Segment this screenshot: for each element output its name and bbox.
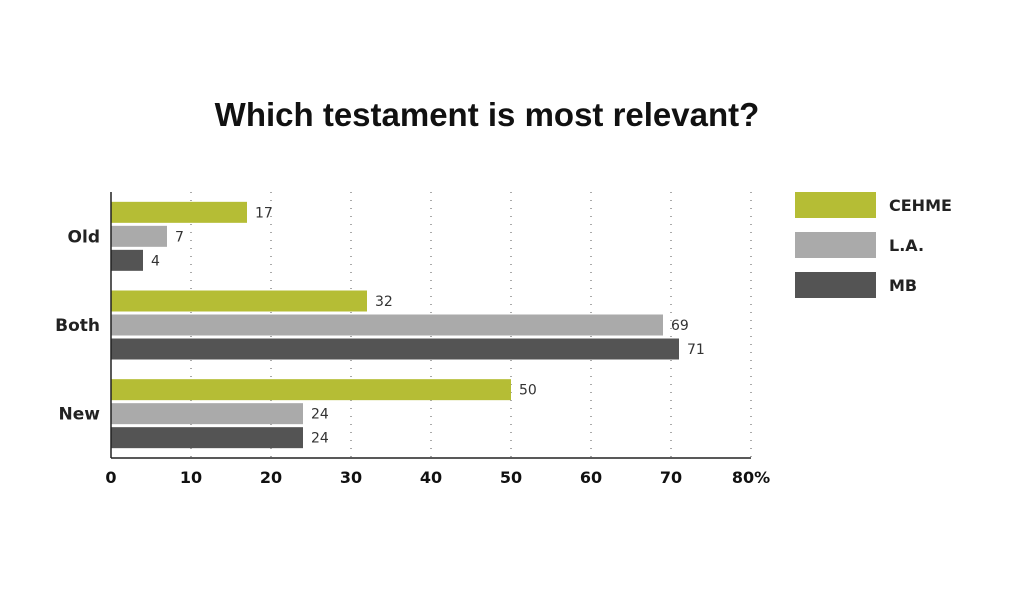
data-label: 32 [375, 294, 393, 310]
data-label: 69 [671, 318, 689, 334]
axes [110, 192, 751, 459]
x-tick-label: 40 [420, 468, 442, 487]
x-tick-label: 0 [105, 468, 116, 487]
x-tick-label: 70 [660, 468, 682, 487]
x-tick-label: 50 [500, 468, 522, 487]
data-label: 50 [519, 383, 537, 399]
x-tick-label: 60 [580, 468, 602, 487]
x-tick-label: 10 [180, 468, 202, 487]
x-tick-label: 80% [732, 468, 770, 487]
data-label: 71 [687, 342, 705, 358]
data-label: 24 [311, 431, 329, 447]
bar-old-cehme [111, 201, 247, 223]
bar-new-mb [111, 427, 303, 449]
x-ticks: 0 10 20 30 40 50 60 70 80% [105, 468, 770, 487]
legend-swatch [795, 232, 876, 258]
data-label: 7 [175, 229, 184, 245]
bar-both-cehme [111, 290, 367, 312]
legend-swatch [795, 192, 876, 218]
data-label: 24 [311, 407, 329, 423]
category-labels: Old Both New [55, 227, 100, 424]
legend: CEHME L.A. MB [795, 192, 952, 298]
category-label: Old [68, 227, 100, 247]
x-tick-label: 20 [260, 468, 282, 487]
bar-old-la [111, 225, 167, 247]
category-label: New [59, 405, 101, 425]
bar-both-la [111, 314, 663, 336]
legend-label: L.A. [889, 236, 924, 255]
legend-swatch [795, 272, 876, 298]
data-label: 17 [255, 205, 273, 221]
bar-old-mb [111, 249, 143, 271]
bar-new-la [111, 403, 303, 425]
bar-both-mb [111, 338, 679, 360]
chart-title: Which testament is most relevant? [214, 96, 760, 133]
legend-label: CEHME [889, 196, 952, 215]
legend-label: MB [889, 276, 917, 295]
x-tick-label: 30 [340, 468, 362, 487]
bars: 17 74 32 69 71 50 24 24 [111, 201, 705, 449]
category-label: Both [55, 316, 100, 336]
data-label: 4 [151, 253, 160, 269]
bar-new-cehme [111, 379, 511, 401]
